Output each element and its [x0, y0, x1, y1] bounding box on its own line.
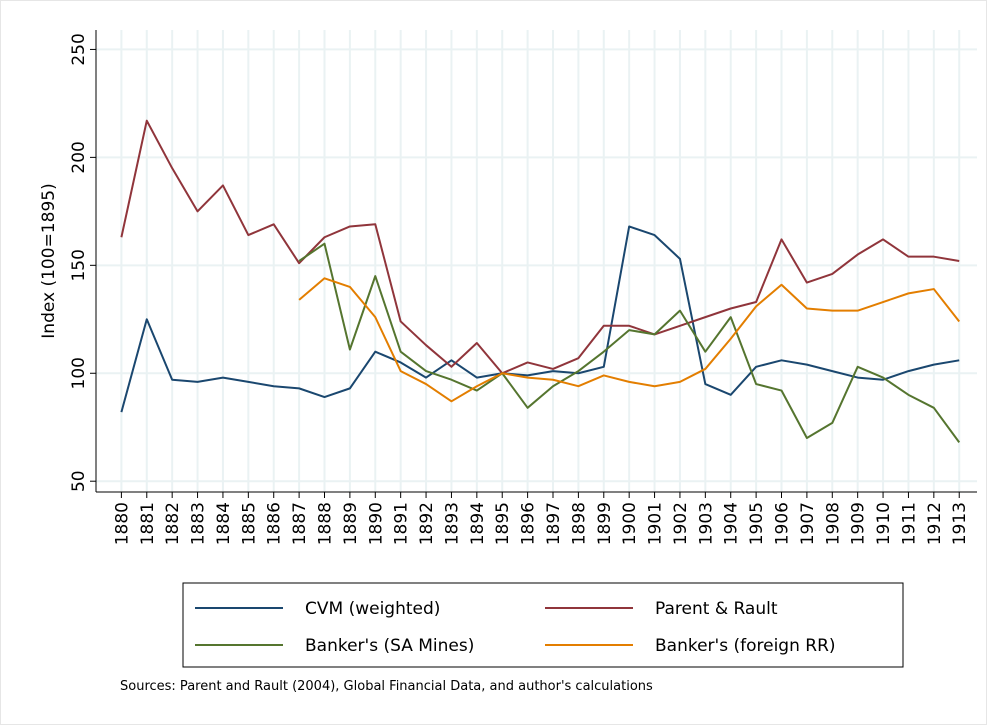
series-line: [298, 277, 961, 403]
x-tick-label: 1881: [138, 502, 158, 545]
legend-box: [182, 582, 904, 668]
x-tick-label: 1897: [544, 502, 564, 545]
x-tick-label: 1895: [493, 502, 513, 545]
legend-label: Banker's (foreign RR): [655, 636, 836, 656]
x-tick-label: 1882: [163, 502, 183, 545]
source-note: Sources: Parent and Rault (2004), Global…: [120, 679, 653, 694]
x-tick-label: 1901: [646, 502, 666, 545]
x-tick-label: 1890: [366, 502, 386, 545]
x-tick-label: 1903: [696, 502, 716, 545]
x-tick-label: 1902: [671, 502, 691, 545]
x-tick-label: 1888: [316, 502, 336, 545]
x-tick-label: 1898: [569, 502, 589, 545]
x-tick-label: 1894: [468, 502, 488, 545]
series-line: [120, 119, 960, 375]
y-tick-label: 250: [69, 33, 89, 65]
y-tick-label: 50: [69, 470, 89, 492]
x-tick-label: 1906: [773, 502, 793, 545]
x-tick-label: 1883: [189, 502, 209, 545]
x-tick-label: 1886: [265, 502, 285, 545]
y-axis-label: Index (100=1895): [39, 183, 59, 338]
x-tick-label: 1889: [341, 502, 361, 545]
x-tick-label: 1907: [798, 502, 818, 545]
x-tick-label: 1891: [392, 502, 412, 545]
legend-label: Banker's (SA Mines): [305, 636, 474, 656]
x-tick-label: 1880: [112, 502, 132, 545]
y-tick-label: 200: [69, 141, 89, 173]
x-tick-label: 1913: [950, 502, 970, 545]
x-tick-label: 1885: [239, 502, 259, 545]
x-tick-label: 1900: [620, 502, 640, 545]
x-tick-label: 1893: [442, 502, 462, 545]
legend-label: CVM (weighted): [305, 599, 440, 619]
legend-label: Parent & Rault: [655, 599, 778, 619]
y-tick-label: 150: [69, 249, 89, 281]
x-tick-label: 1905: [747, 502, 767, 545]
x-tick-label: 1904: [722, 502, 742, 545]
y-tick-label: 100: [69, 357, 89, 389]
x-tick-label: 1899: [595, 502, 615, 545]
x-tick-label: 1908: [823, 502, 843, 545]
x-tick-label: 1912: [925, 502, 945, 545]
x-tick-label: 1910: [874, 502, 894, 545]
x-tick-label: 1892: [417, 502, 437, 545]
x-tick-label: 1909: [849, 502, 869, 545]
series-line: [120, 225, 960, 413]
x-tick-label: 1911: [899, 502, 919, 545]
x-tick-label: 1896: [519, 502, 539, 545]
x-tick-label: 1887: [290, 502, 310, 545]
x-tick-label: 1884: [214, 502, 234, 545]
series-line: [298, 242, 961, 443]
